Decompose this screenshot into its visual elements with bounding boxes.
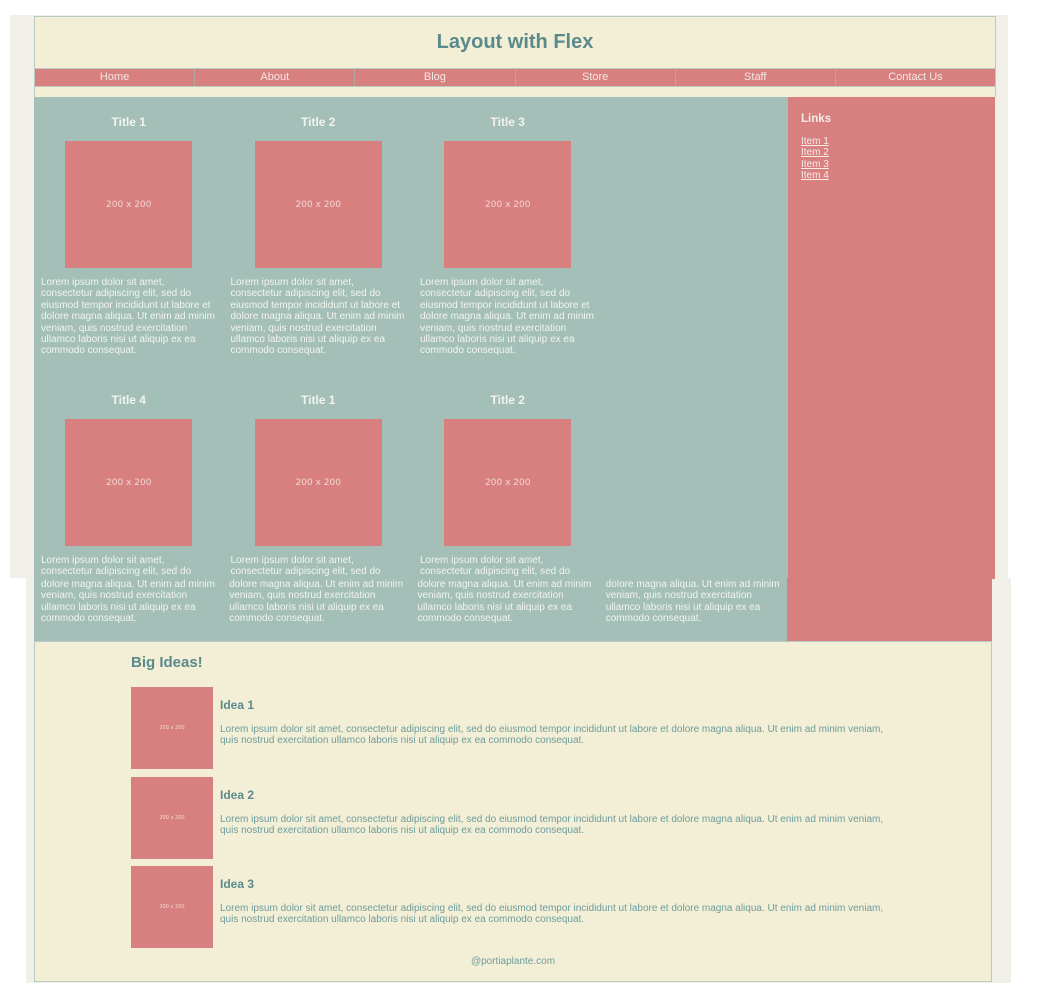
page-title: Layout with Flex (436, 31, 594, 53)
footer-credit: @portiaplante.com (470, 956, 556, 967)
image-placeholder: 200 x 200 (131, 687, 213, 769)
idea-text: Lorem ipsum dolor sit amet, consectetur … (220, 724, 884, 747)
nav-staff[interactable]: Staff (674, 69, 835, 86)
card-title: Title 4 (111, 393, 146, 407)
section-title: Big Ideas! (131, 654, 203, 671)
nav-spacer (34, 87, 996, 97)
nav-store[interactable]: Store (514, 69, 675, 86)
idea-title: Idea 1 (220, 698, 255, 712)
nav-blog[interactable]: Blog (354, 69, 514, 86)
idea-item: 200 x 200 Idea 1 Lorem ipsum dolor sit a… (131, 687, 911, 770)
nav-contact-us[interactable]: Contact Us (834, 69, 997, 86)
card-grid-lower: dolore magna aliqua. Ut enim ad minim ve… (34, 578, 787, 641)
main-content-lower: dolore magna aliqua. Ut enim ad minim ve… (34, 578, 992, 641)
big-ideas-section: Big Ideas! 200 x 200 Idea 1 Lorem ipsum … (34, 641, 992, 982)
image-placeholder: 200 x 200 (65, 141, 193, 268)
main-content: Title 1 200 x 200 Lorem ipsum dolor sit … (34, 97, 996, 912)
image-placeholder: 200 x 200 (254, 141, 382, 268)
sidebar-title: Links (801, 113, 832, 125)
idea-item: 200 x 200 Idea 2 Lorem ipsum dolor sit a… (131, 777, 911, 860)
idea-title: Idea 2 (220, 788, 255, 802)
card-text: Lorem ipsum dolor sit amet, consectetur … (420, 277, 594, 357)
nav-home[interactable]: Home (34, 69, 194, 86)
card-text: dolore magna aliqua. Ut enim ad minim ve… (41, 579, 215, 625)
sidebar-link-item-2[interactable]: Item 2 (801, 147, 829, 159)
idea-title: Idea 3 (220, 877, 255, 891)
card: Title 2 200 x 200 Lorem ipsum dolor sit … (224, 97, 414, 375)
card-text-lower: dolore magna aliqua. Ut enim ad minim ve… (222, 578, 410, 641)
main-nav: Home About Blog Store Staff Contact Us (34, 68, 997, 87)
card-text: Lorem ipsum dolor sit amet, consectetur … (230, 277, 405, 357)
card-title: Title 1 (111, 115, 146, 129)
sidebar-link-item-1[interactable]: Item 1 (801, 136, 829, 147)
card-text-lower: dolore magna aliqua. Ut enim ad minim ve… (34, 578, 222, 641)
idea-item: 200 x 200 Idea 3 Lorem ipsum dolor sit a… (131, 866, 911, 949)
site-header: Layout with Flex (34, 16, 996, 68)
idea-text: Lorem ipsum dolor sit amet, consectetur … (220, 814, 884, 837)
image-placeholder: 200 x 200 (131, 866, 213, 948)
card-text-lower: dolore magna aliqua. Ut enim ad minim ve… (411, 578, 599, 641)
image-placeholder: 200 x 200 (444, 419, 572, 546)
card-title: Title 2 (490, 393, 525, 407)
card-text-lower: dolore magna aliqua. Ut enim ad minim ve… (599, 578, 787, 641)
image-placeholder: 200 x 200 (254, 419, 382, 546)
page-container: Layout with Flex Home About Blog Store S… (34, 16, 997, 912)
idea-text: Lorem ipsum dolor sit amet, consectetur … (220, 903, 884, 926)
card-text: dolore magna aliqua. Ut enim ad minim ve… (605, 579, 780, 625)
card-title: Title 3 (490, 115, 525, 129)
card: Title 1 200 x 200 Lorem ipsum dolor sit … (34, 97, 224, 375)
image-placeholder: 200 x 200 (131, 777, 213, 859)
card-text: dolore magna aliqua. Ut enim ad minim ve… (229, 579, 404, 625)
card-title: Title 1 (301, 393, 336, 407)
image-placeholder: 200 x 200 (444, 141, 572, 268)
links-sidebar: Links Item 1 Item 2 Item 3 Item 4 (788, 97, 995, 579)
card-title: Title 2 (301, 115, 336, 129)
sidebar-link-item-3[interactable]: Item 3 (801, 158, 829, 170)
card-grid: Title 1 200 x 200 Lorem ipsum dolor sit … (34, 97, 788, 912)
sidebar-link-item-4[interactable]: Item 4 (801, 170, 829, 182)
card: Title 3 200 x 200 Lorem ipsum dolor sit … (413, 97, 603, 375)
image-placeholder: 200 x 200 (65, 419, 193, 546)
card-text: Lorem ipsum dolor sit amet, consectetur … (41, 277, 215, 357)
page-container-lower: dolore magna aliqua. Ut enim ad minim ve… (34, 578, 992, 982)
card-text: dolore magna aliqua. Ut enim ad minim ve… (417, 579, 592, 625)
nav-about[interactable]: About (194, 69, 354, 86)
links-sidebar-lower (787, 578, 992, 641)
